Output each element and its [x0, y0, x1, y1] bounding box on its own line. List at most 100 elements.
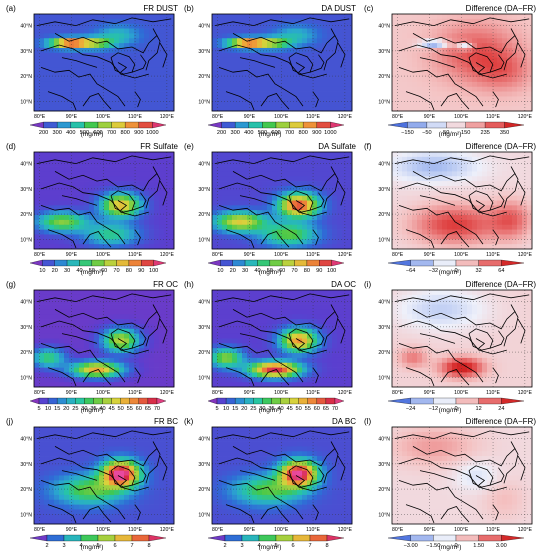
colorbar-segment [456, 535, 479, 541]
colorbar-segment [42, 260, 54, 266]
colorbar-segment [501, 260, 524, 266]
colorbar-segment [330, 122, 344, 128]
lon-tick-label: 90°E [244, 390, 256, 396]
lat-tick-label: 30°N [20, 187, 32, 193]
lat-tick-label: 20°N [20, 350, 32, 356]
colorbar-segment [456, 260, 479, 266]
lat-tick-label: 40°N [20, 437, 32, 443]
colorbar-unit: (mg/m²) [184, 407, 356, 414]
lat-tick-label: 30°N [378, 325, 390, 331]
colorbar-segment [479, 535, 502, 541]
colorbar-segment [388, 122, 407, 128]
lon-tick-label: 110°E [486, 390, 500, 396]
colorbar-segment [98, 122, 112, 128]
lon-tick-label: 90°E [424, 527, 436, 533]
colorbar-segment [112, 122, 126, 128]
colorbar-segment [446, 122, 465, 128]
colorbar-segment [139, 122, 153, 128]
lon-tick-label: 100°E [454, 390, 469, 396]
lon-tick-label: 120°E [338, 252, 353, 258]
colorbar-segment [103, 398, 112, 404]
colorbar-segment [208, 398, 217, 404]
colorbar-segment [57, 122, 71, 128]
colorbar-segment [281, 398, 290, 404]
colorbar [208, 122, 344, 128]
colorbar-unit: (mg/m²) [6, 131, 178, 138]
colorbar-segment [427, 122, 446, 128]
colorbar-segment [220, 260, 232, 266]
colorbar-segment [222, 122, 236, 128]
panel-title: DA BC [332, 417, 356, 427]
colorbar-segment [317, 398, 326, 404]
colorbar-segment [290, 122, 304, 128]
lat-tick-label: 40°N [198, 24, 210, 30]
lat-tick-label: 30°N [198, 49, 210, 55]
colorbar-segment [67, 260, 79, 266]
colorbar-segment [388, 398, 411, 404]
panel-title: FR BC [154, 417, 178, 427]
colorbar-segment [310, 535, 327, 541]
colorbar-segment [92, 260, 104, 266]
colorbar-segment [249, 122, 263, 128]
lat-tick-label: 30°N [20, 462, 32, 468]
lon-tick-label: 90°E [66, 252, 78, 258]
lat-tick-label: 30°N [20, 325, 32, 331]
lat-tick-label: 10°N [20, 375, 32, 381]
lat-tick-label: 40°N [198, 437, 210, 443]
lon-tick-label: 80°E [212, 390, 224, 396]
colorbar-segment [93, 398, 102, 404]
colorbar-segment [47, 535, 64, 541]
colorbar-segment [259, 535, 276, 541]
colorbar-segment [98, 535, 115, 541]
lat-tick-label: 20°N [20, 74, 32, 80]
colorbar [388, 122, 524, 128]
colorbar-unit: (mg/m²) [364, 131, 536, 138]
colorbar-segment [282, 260, 294, 266]
colorbar [388, 398, 524, 404]
lon-tick-label: 110°E [306, 252, 320, 258]
lon-tick-label: 100°E [274, 114, 289, 120]
lat-tick-label: 30°N [378, 187, 390, 193]
lat-tick-label: 10°N [198, 375, 210, 381]
lat-tick-label: 20°N [20, 487, 32, 493]
lat-tick-label: 30°N [20, 49, 32, 55]
colorbar-unit: (mg/m²) [6, 269, 178, 276]
lat-tick-label: 20°N [198, 350, 210, 356]
lon-tick-label: 110°E [128, 527, 142, 533]
lon-tick-label: 120°E [338, 390, 353, 396]
colorbar-segment [319, 260, 331, 266]
colorbar-segment [226, 398, 235, 404]
colorbar-segment [225, 535, 242, 541]
lon-tick-label: 120°E [338, 527, 353, 533]
lat-tick-label: 10°N [20, 237, 32, 243]
lat-tick-label: 10°N [198, 99, 210, 105]
lon-tick-label: 100°E [96, 114, 111, 120]
colorbar-segment [148, 398, 157, 404]
lat-tick-label: 20°N [378, 350, 390, 356]
lat-tick-label: 30°N [378, 462, 390, 468]
colorbar-segment [388, 260, 411, 266]
colorbar-segment [130, 398, 139, 404]
colorbar-segment [295, 260, 307, 266]
lat-tick-label: 30°N [198, 187, 210, 193]
lat-tick-label: 40°N [378, 300, 390, 306]
colorbar-segment [64, 535, 81, 541]
colorbar [208, 398, 344, 404]
lon-tick-label: 110°E [128, 390, 142, 396]
colorbar-segment [433, 535, 456, 541]
lon-tick-label: 90°E [244, 252, 256, 258]
colorbar-segment [235, 122, 249, 128]
